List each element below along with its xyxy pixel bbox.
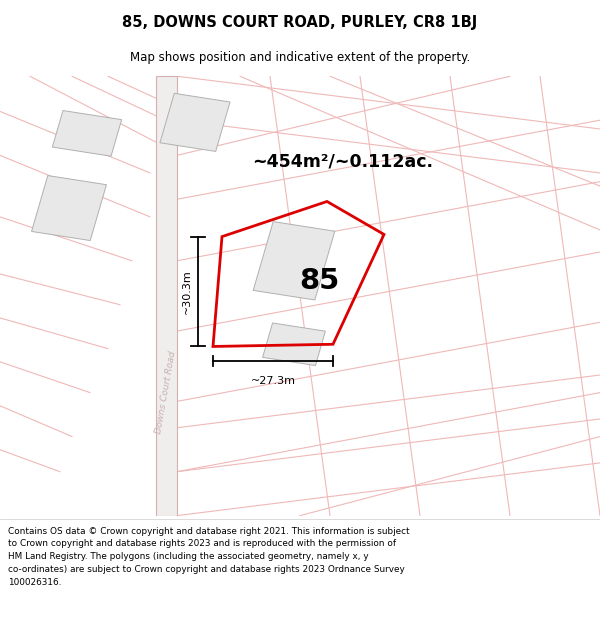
Text: 85: 85 (299, 268, 340, 296)
Polygon shape (263, 323, 325, 366)
Polygon shape (156, 76, 177, 516)
Text: 85, DOWNS COURT ROAD, PURLEY, CR8 1BJ: 85, DOWNS COURT ROAD, PURLEY, CR8 1BJ (122, 16, 478, 31)
Polygon shape (52, 111, 122, 156)
Polygon shape (160, 93, 230, 151)
Text: ~30.3m: ~30.3m (182, 269, 192, 314)
Text: ~454m²/~0.112ac.: ~454m²/~0.112ac. (252, 153, 433, 171)
Text: ~27.3m: ~27.3m (251, 376, 296, 386)
Text: Contains OS data © Crown copyright and database right 2021. This information is : Contains OS data © Crown copyright and d… (8, 526, 409, 587)
Polygon shape (253, 222, 335, 300)
Text: Map shows position and indicative extent of the property.: Map shows position and indicative extent… (130, 51, 470, 64)
Text: Downs Court Road: Downs Court Road (154, 351, 178, 434)
Polygon shape (32, 176, 106, 241)
